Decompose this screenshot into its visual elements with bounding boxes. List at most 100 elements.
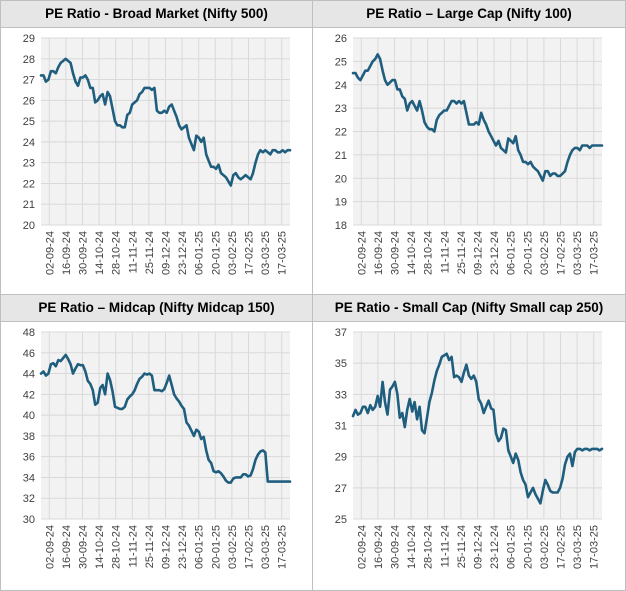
x-tick-label: 17-02-25 [556, 525, 568, 569]
x-tick-label: 25-11-24 [456, 231, 468, 274]
x-tick-label: 30-09-24 [78, 231, 90, 275]
x-tick-label: 17-03-25 [589, 231, 601, 275]
y-tick-label: 20 [23, 220, 35, 232]
y-tick-label: 22 [335, 127, 347, 139]
y-tick-label: 38 [23, 431, 35, 443]
x-tick-label: 16-09-24 [61, 525, 73, 569]
chart-title: PE Ratio – Midcap (Nifty Midcap 150) [1, 295, 312, 322]
chart-title: PE Ratio - Broad Market (Nifty 500) [1, 1, 312, 28]
y-tick-label: 42 [23, 389, 35, 401]
y-tick-label: 30 [23, 514, 35, 526]
x-tick-label: 17-02-25 [244, 231, 256, 275]
y-tick-label: 40 [23, 410, 35, 422]
x-tick-label: 14-10-24 [406, 231, 418, 275]
series-line [39, 353, 292, 484]
y-tick-label: 25 [23, 116, 35, 128]
x-tick-label: 03-03-25 [572, 231, 584, 275]
x-tick-label: 17-02-25 [556, 231, 568, 275]
line-chart-small-cap: 02-09-24 16-09-24 30-09-24 14-10-24 28-10-24… [335, 327, 604, 569]
y-tick-label: 21 [335, 150, 347, 162]
y-tick-label: 20 [335, 173, 347, 185]
y-tick-label: 18 [335, 220, 347, 232]
y-tick-label: 35 [335, 358, 347, 370]
y-tick-label: 24 [23, 137, 35, 149]
series-line [39, 57, 292, 187]
x-tick-label: 25-11-24 [144, 231, 156, 274]
y-tick-label: 31 [335, 421, 347, 433]
y-tick-label: 32 [23, 493, 35, 505]
x-tick-label: 28-10-24 [111, 231, 123, 275]
x-tick-label: 17-03-25 [277, 525, 289, 569]
x-tick-label: 11-11-24 [127, 525, 139, 567]
x-tick-label: 11-11-24 [127, 231, 139, 273]
x-tick-label: 09-12-24 [161, 231, 173, 275]
x-tick-label: 03-03-25 [260, 525, 272, 569]
x-tick-label: 23-12-24 [177, 231, 189, 275]
x-tick-label: 06-01-25 [506, 525, 518, 569]
x-tick-label: 25-11-24 [456, 525, 468, 568]
x-tick-label: 03-02-25 [539, 231, 551, 275]
x-tick-label: 09-12-24 [473, 525, 485, 569]
y-tick-label: 27 [335, 483, 347, 495]
x-tick-label: 23-12-24 [489, 231, 501, 275]
x-tick-label: 09-12-24 [161, 525, 173, 569]
y-tick-label: 26 [335, 33, 347, 45]
y-tick-label: 34 [23, 472, 35, 484]
x-tick-label: 09-12-24 [473, 231, 485, 275]
y-tick-label: 22 [23, 178, 35, 190]
y-tick-label: 27 [23, 75, 35, 87]
x-tick-label: 20-01-25 [210, 525, 222, 569]
x-tick-label: 25-11-24 [144, 525, 156, 568]
x-tick-label: 11-11-24 [439, 525, 451, 567]
chart-panel-broad-market: PE Ratio - Broad Market (Nifty 500) 02-0… [1, 1, 313, 295]
x-tick-label: 14-10-24 [94, 525, 106, 569]
chart-panel-small-cap: PE Ratio - Small Cap (Nifty Small cap 25… [313, 295, 625, 590]
y-tick-label: 29 [335, 452, 347, 464]
x-tick-label: 20-01-25 [522, 231, 534, 275]
x-tick-label: 20-01-25 [210, 231, 222, 275]
series-line [351, 352, 604, 505]
x-tick-label: 02-09-24 [44, 525, 56, 569]
x-tick-label: 03-02-25 [227, 525, 239, 569]
x-tick-label: 17-03-25 [589, 525, 601, 569]
chart-panel-midcap: PE Ratio – Midcap (Nifty Midcap 150) 02-… [1, 295, 313, 590]
y-tick-label: 24 [335, 80, 347, 92]
y-tick-label: 33 [335, 389, 347, 401]
y-tick-label: 21 [23, 199, 35, 211]
x-tick-label: 28-10-24 [111, 525, 123, 569]
x-tick-label: 16-09-24 [61, 231, 73, 275]
x-tick-label: 16-09-24 [373, 525, 385, 569]
x-tick-label: 03-03-25 [572, 525, 584, 569]
line-chart-large-cap: 02-09-24 16-09-24 30-09-24 14-10-24 28-10-24… [335, 33, 604, 275]
x-tick-label: 11-11-24 [439, 231, 451, 273]
x-tick-label: 02-09-24 [356, 525, 368, 569]
y-tick-label: 46 [23, 348, 35, 360]
y-tick-label: 37 [335, 327, 347, 339]
y-tick-label: 23 [335, 103, 347, 115]
x-tick-label: 06-01-25 [194, 525, 206, 569]
line-chart-midcap: 02-09-24 16-09-24 30-09-24 14-10-24 28-10-24… [23, 327, 292, 569]
y-tick-label: 48 [23, 327, 35, 339]
x-tick-label: 02-09-24 [356, 231, 368, 275]
x-tick-label: 30-09-24 [78, 525, 90, 569]
y-tick-label: 19 [335, 197, 347, 209]
chart-title: PE Ratio – Large Cap (Nifty 100) [313, 1, 625, 28]
x-tick-label: 16-09-24 [373, 231, 385, 275]
y-tick-label: 25 [335, 514, 347, 526]
x-tick-label: 03-02-25 [227, 231, 239, 275]
y-tick-label: 23 [23, 158, 35, 170]
x-tick-label: 20-01-25 [522, 525, 534, 569]
x-tick-label: 14-10-24 [406, 525, 418, 569]
chart-title: PE Ratio - Small Cap (Nifty Small cap 25… [313, 295, 625, 322]
y-tick-label: 28 [23, 54, 35, 66]
x-tick-label: 03-03-25 [260, 231, 272, 275]
y-tick-label: 26 [23, 95, 35, 107]
x-tick-label: 06-01-25 [194, 231, 206, 275]
x-tick-label: 28-10-24 [423, 525, 435, 569]
y-tick-label: 25 [335, 56, 347, 68]
x-tick-label: 30-09-24 [390, 231, 402, 275]
x-tick-label: 23-12-24 [177, 525, 189, 569]
y-tick-label: 29 [23, 33, 35, 45]
x-tick-label: 17-02-25 [244, 525, 256, 569]
